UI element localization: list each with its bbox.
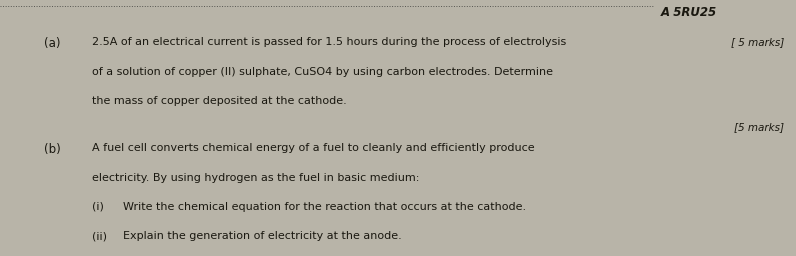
Text: (a): (a) [44, 37, 60, 50]
Text: [ 5 marks]: [ 5 marks] [731, 37, 784, 47]
Text: the mass of copper deposited at the cathode.: the mass of copper deposited at the cath… [92, 96, 346, 106]
Text: (b): (b) [44, 143, 60, 156]
Text: [5 marks]: [5 marks] [734, 123, 784, 133]
Text: A fuel cell converts chemical energy of a fuel to cleanly and efficiently produc: A fuel cell converts chemical energy of … [92, 143, 534, 153]
Text: (i): (i) [92, 202, 103, 212]
Text: Write the chemical equation for the reaction that occurs at the cathode.: Write the chemical equation for the reac… [123, 202, 526, 212]
Text: A 5RU25: A 5RU25 [661, 6, 717, 19]
Text: Explain the generation of electricity at the anode.: Explain the generation of electricity at… [123, 231, 402, 241]
Text: of a solution of copper (II) sulphate, CuSO4 by using carbon electrodes. Determi: of a solution of copper (II) sulphate, C… [92, 67, 552, 77]
Text: 2.5A of an electrical current is passed for 1.5 hours during the process of elec: 2.5A of an electrical current is passed … [92, 37, 566, 47]
Text: (ii): (ii) [92, 231, 107, 241]
Text: electricity. By using hydrogen as the fuel in basic medium:: electricity. By using hydrogen as the fu… [92, 173, 419, 183]
